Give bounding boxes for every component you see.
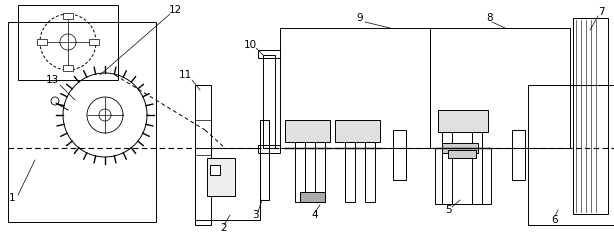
Bar [8,22,156,222]
Bar [207,158,235,196]
Text: 11: 11 [179,70,192,80]
Text: 6: 6 [552,215,558,225]
Bar [63,65,73,71]
Bar [435,148,491,204]
Bar [280,28,570,148]
Bar [365,142,375,202]
Bar [573,18,608,214]
Bar [295,142,305,202]
Bar [263,55,275,148]
Bar [18,5,118,80]
Bar [37,39,47,45]
Bar [448,150,476,158]
Bar [315,142,325,202]
Bar [210,165,220,175]
Bar [195,85,211,225]
Text: 12: 12 [168,5,182,15]
Bar [345,142,355,202]
Bar [393,130,406,180]
Text: 9: 9 [357,13,363,23]
Bar [528,85,614,225]
Bar [512,130,525,180]
Bar [438,110,488,132]
Text: 4: 4 [312,210,318,220]
Bar [258,145,280,153]
Text: 3: 3 [252,210,258,220]
Bar [258,50,280,58]
Text: 7: 7 [597,7,604,17]
Bar [335,120,380,142]
Text: 8: 8 [487,13,493,23]
Bar [442,143,478,153]
Bar [442,132,452,204]
Bar [260,120,269,200]
Text: 10: 10 [243,40,257,50]
Bar [63,13,73,19]
Text: 13: 13 [45,75,58,85]
Text: 1: 1 [9,193,15,203]
Bar [472,132,482,204]
Bar [285,120,330,142]
Circle shape [51,97,59,105]
Bar [195,148,260,220]
Bar [300,192,325,202]
Bar [89,39,99,45]
Text: 5: 5 [445,205,451,215]
Text: 2: 2 [220,223,227,233]
Circle shape [215,175,225,185]
